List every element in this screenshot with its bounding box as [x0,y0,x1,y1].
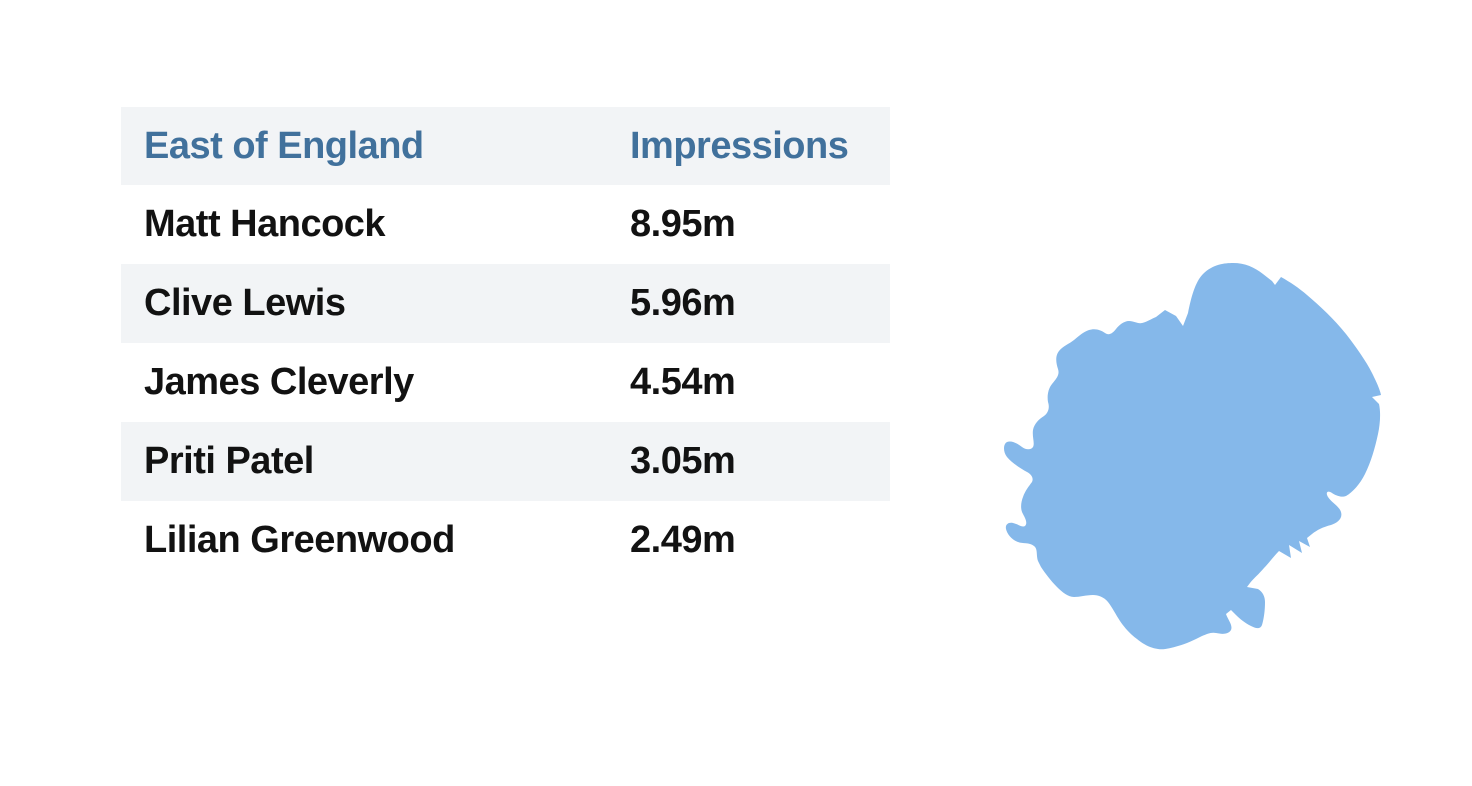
table-header-impressions: Impressions [630,124,849,167]
row-name: Lilian Greenwood [144,519,455,561]
table-header-row: East of England Impressions [121,107,890,185]
table-row: Lilian Greenwood 2.49m [121,501,890,580]
row-value: 2.49m [630,519,736,561]
region-shape [1004,263,1381,650]
impressions-table: East of England Impressions Matt Hancock… [121,107,890,580]
table-row: Priti Patel 3.05m [121,422,890,501]
row-name: Clive Lewis [144,282,346,324]
table-row: James Cleverly 4.54m [121,343,890,422]
table-row: Clive Lewis 5.96m [121,264,890,343]
table-header-region: East of England [144,124,424,167]
row-value: 8.95m [630,203,736,245]
row-value: 3.05m [630,440,736,482]
table-row: Matt Hancock 8.95m [121,185,890,264]
east-of-england-map [975,235,1405,675]
row-value: 5.96m [630,282,736,324]
row-value: 4.54m [630,361,736,403]
row-name: Matt Hancock [144,203,386,245]
region-silhouette-icon [1004,263,1381,650]
row-name: Priti Patel [144,440,314,482]
row-name: James Cleverly [144,361,414,403]
